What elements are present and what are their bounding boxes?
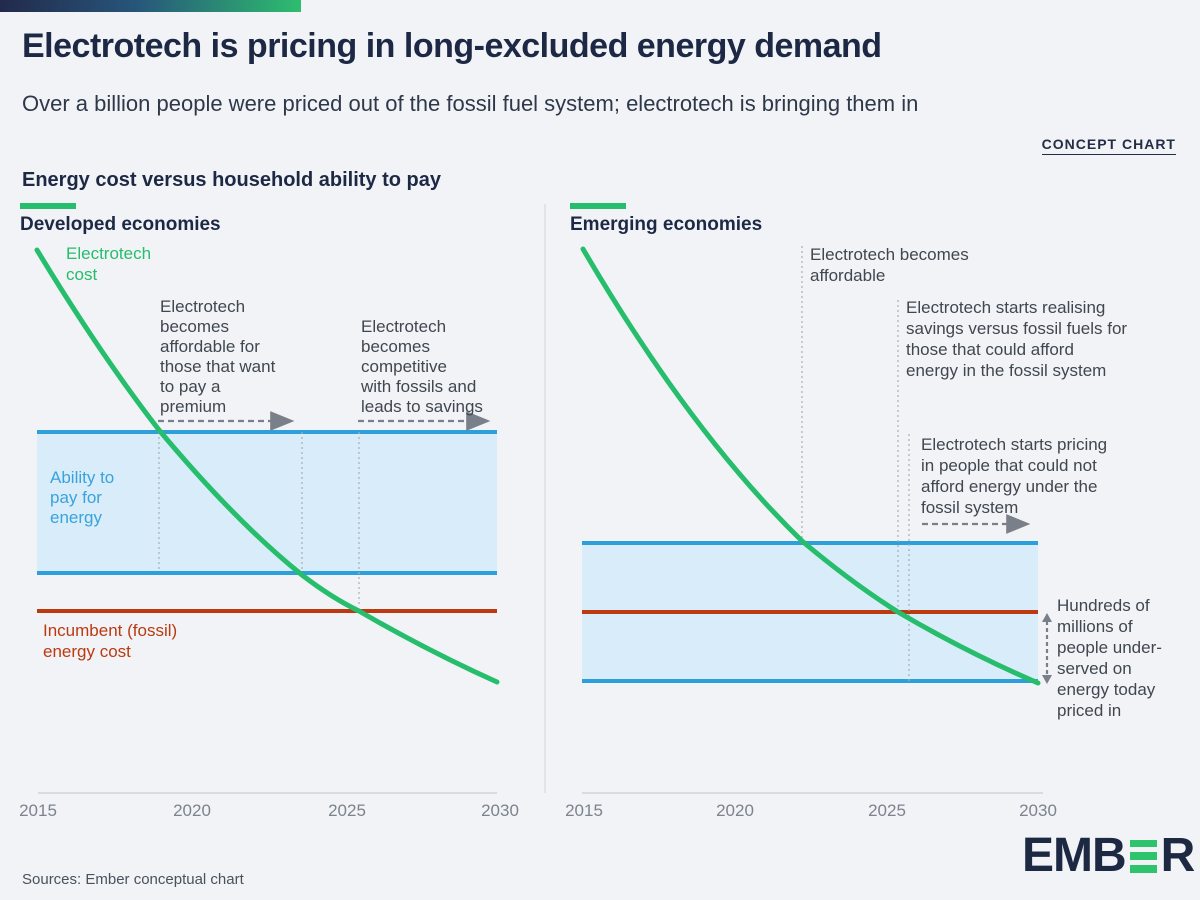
underserved-range-arrow: [1042, 613, 1052, 684]
incumbent-fossil-label: Incumbent (fossil) energy cost: [43, 621, 178, 661]
x-tick: 2030: [481, 801, 519, 820]
x-tick: 2015: [565, 801, 603, 820]
concept-chart-tag: CONCEPT CHART: [1041, 136, 1176, 155]
x-tick: 2020: [173, 801, 211, 820]
x-tick: 2025: [328, 801, 366, 820]
developed-panel-accent-bar: [20, 203, 76, 209]
ember-logo: EMB R: [1022, 829, 1196, 882]
emerging-panel-accent-bar: [570, 203, 626, 209]
ember-logo-text-suffix: R: [1160, 829, 1196, 882]
chart-heading: Energy cost versus household ability to …: [22, 169, 441, 191]
ability-to-pay-label: Ability to pay for energy: [50, 468, 115, 527]
x-tick: 2025: [868, 801, 906, 820]
ability-to-pay-band: [582, 541, 1038, 683]
ember-logo-text-prefix: EMB: [1022, 829, 1127, 882]
annotation-competitive-savings: Electrotech becomes competitive with fos…: [361, 317, 483, 416]
panel-title-developed: Developed economies: [20, 214, 221, 235]
sources-text: Sources: Ember conceptual chart: [22, 871, 244, 888]
electrotech-cost-label: Electrotech cost: [66, 244, 152, 284]
annotation-realising-savings: Electrotech starts realising savings ver…: [906, 298, 1128, 380]
brand-gradient-bar: [0, 0, 301, 12]
ember-logo-green-e-icon: [1129, 839, 1157, 873]
x-tick: 2015: [19, 801, 57, 820]
page-subtitle: Over a billion people were priced out of…: [22, 91, 919, 116]
annotation-becomes-affordable: Electrotech becomes affordable: [810, 245, 969, 285]
event-guide-lines: [801, 246, 910, 681]
x-tick: 2030: [1019, 801, 1057, 820]
x-tick: 2020: [716, 801, 754, 820]
annotation-underserved-priced-in: Hundreds of millions of people under- se…: [1057, 596, 1162, 720]
annotation-pricing-in-people: Electrotech starts pricing in people tha…: [921, 435, 1108, 517]
event-guide-lines: [158, 432, 360, 607]
page-title: Electrotech is pricing in long-excluded …: [22, 27, 882, 65]
panel-title-emerging: Emerging economies: [570, 214, 763, 235]
annotation-affordable-premium: Electrotech becomes affordable for those…: [160, 297, 276, 416]
